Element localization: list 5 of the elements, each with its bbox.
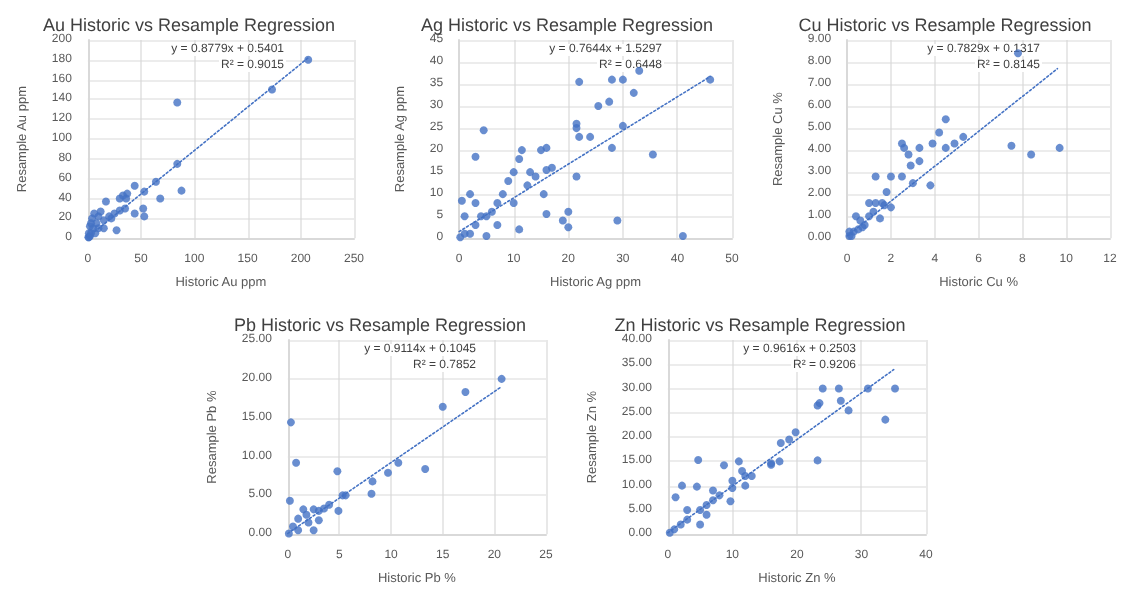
- chart-title: Pb Historic vs Resample Regression: [233, 315, 527, 335]
- chart-title: Cu Historic vs Resample Regression: [798, 15, 1092, 35]
- chart-title: Au Historic vs Resample Regression: [42, 15, 336, 35]
- chart-title: Zn Historic vs Resample Regression: [614, 315, 906, 335]
- chart-title: Ag Historic vs Resample Regression: [420, 15, 714, 35]
